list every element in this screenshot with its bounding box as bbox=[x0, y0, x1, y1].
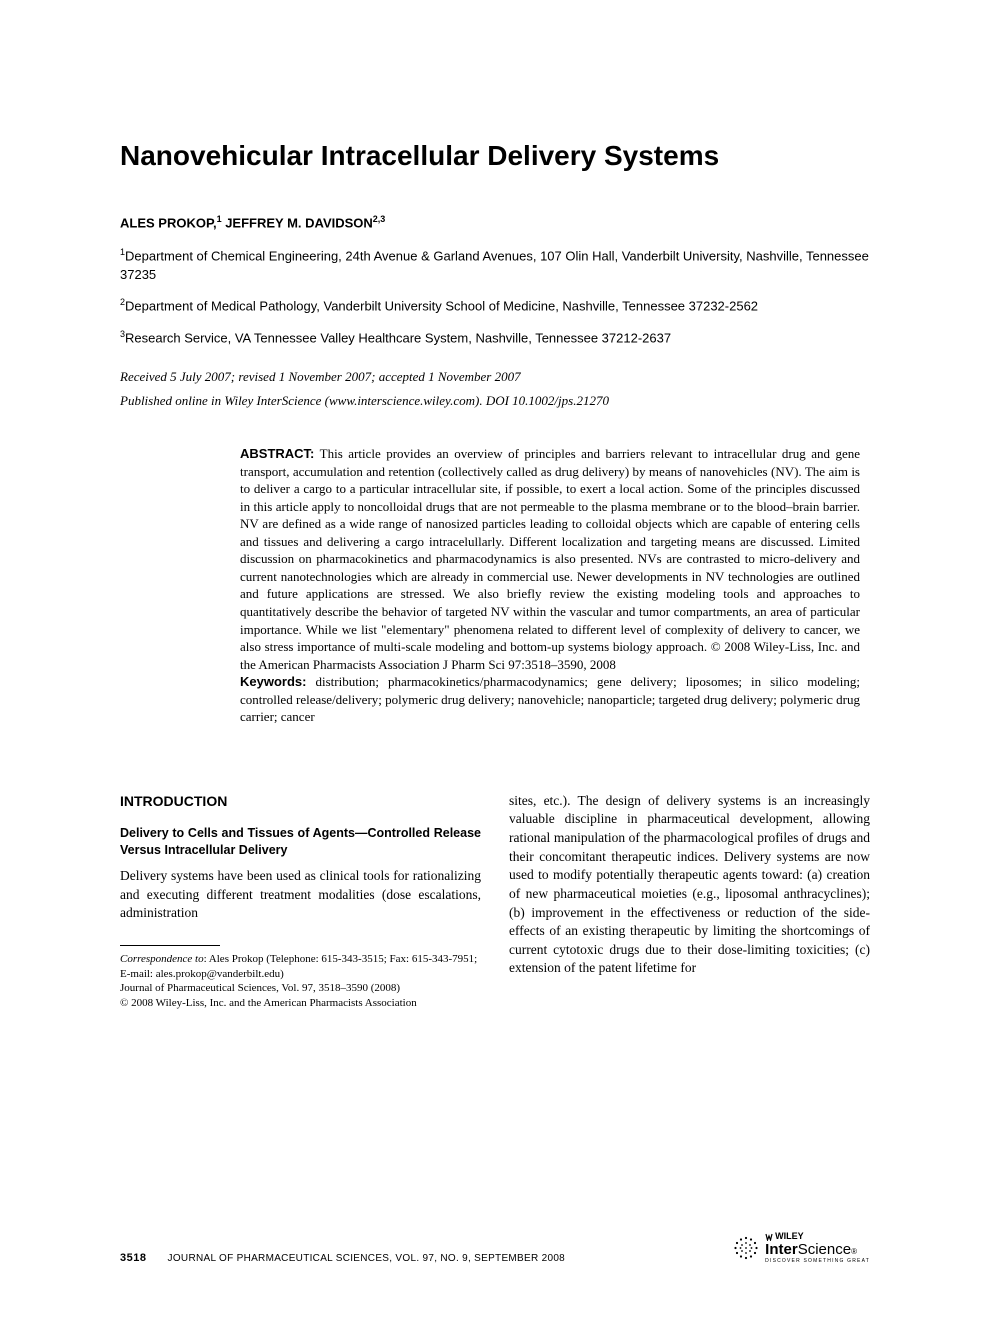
page-title: Nanovehicular Intracellular Delivery Sys… bbox=[120, 140, 870, 172]
keywords-label: Keywords: bbox=[240, 674, 306, 689]
logo-registered: ® bbox=[851, 1247, 857, 1256]
body-paragraph-left: Delivery systems have been used as clini… bbox=[120, 867, 481, 923]
footnote-correspondence: Correspondence to: Ales Prokop (Telephon… bbox=[120, 952, 481, 982]
globe-dots-icon bbox=[733, 1235, 759, 1261]
wiley-w-icon bbox=[765, 1233, 775, 1241]
abstract-label: ABSTRACT: bbox=[240, 446, 314, 461]
body-paragraph-right: sites, etc.). The design of delivery sys… bbox=[509, 792, 870, 978]
logo-text: WILEY InterScience® DISCOVER SOMETHING G… bbox=[765, 1231, 870, 1264]
correspondence-label: Correspondence to bbox=[120, 953, 204, 965]
footnote-rule bbox=[120, 945, 220, 946]
keywords-text: distribution; pharmacokinetics/pharmacod… bbox=[240, 674, 860, 724]
logo-wiley-label: WILEY bbox=[765, 1231, 870, 1241]
abstract-block: ABSTRACT: This article provides an overv… bbox=[240, 445, 860, 726]
affiliation-2: 2Department of Medical Pathology, Vander… bbox=[120, 296, 870, 316]
page-footer: 3518 JOURNAL OF PHARMACEUTICAL SCIENCES,… bbox=[120, 1231, 870, 1264]
logo-wiley-text: WILEY bbox=[775, 1231, 804, 1241]
column-right: sites, etc.). The design of delivery sys… bbox=[509, 792, 870, 1011]
section-heading-introduction: INTRODUCTION bbox=[120, 792, 481, 811]
logo-tagline: DISCOVER SOMETHING GREAT bbox=[765, 1258, 870, 1264]
wiley-interscience-logo: WILEY InterScience® DISCOVER SOMETHING G… bbox=[733, 1231, 870, 1264]
logo-interscience: InterScience® bbox=[765, 1241, 870, 1258]
footnote-copyright: © 2008 Wiley-Liss, Inc. and the American… bbox=[120, 996, 481, 1011]
received-dates: Received 5 July 2007; revised 1 November… bbox=[120, 369, 870, 385]
abstract-text: This article provides an overview of pri… bbox=[240, 446, 860, 672]
authors: ALES PROKOP,1 JEFFREY M. DAVIDSON2,3 bbox=[120, 214, 870, 230]
footnote-journal: Journal of Pharmaceutical Sciences, Vol.… bbox=[120, 981, 481, 996]
affiliation-3: 3Research Service, VA Tennessee Valley H… bbox=[120, 328, 870, 348]
column-left: INTRODUCTION Delivery to Cells and Tissu… bbox=[120, 792, 481, 1011]
subsection-heading: Delivery to Cells and Tissues of Agents—… bbox=[120, 825, 481, 859]
page-number: 3518 bbox=[120, 1252, 146, 1264]
affiliation-1: 1Department of Chemical Engineering, 24t… bbox=[120, 246, 870, 284]
body-two-column: INTRODUCTION Delivery to Cells and Tissu… bbox=[120, 792, 870, 1011]
published-online: Published online in Wiley InterScience (… bbox=[120, 393, 870, 409]
logo-inter-bold: Inter bbox=[765, 1241, 798, 1258]
logo-science: Science bbox=[798, 1241, 851, 1258]
footer-left: 3518 JOURNAL OF PHARMACEUTICAL SCIENCES,… bbox=[120, 1252, 565, 1264]
footer-journal: JOURNAL OF PHARMACEUTICAL SCIENCES, VOL.… bbox=[168, 1253, 566, 1264]
